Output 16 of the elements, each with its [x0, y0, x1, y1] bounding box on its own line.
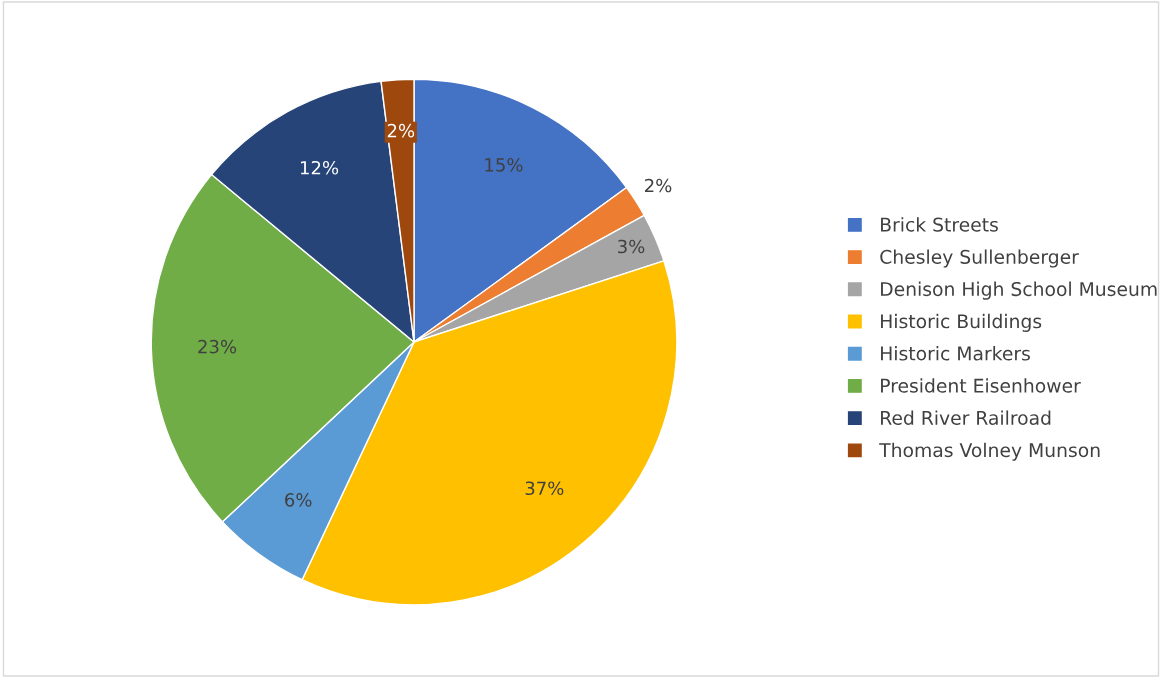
legend-label: Denison High School Museum: [881, 281, 1157, 300]
data-label: 15%: [485, 158, 523, 172]
legend-label: Red River Railroad: [881, 410, 1051, 425]
data-label: 3%: [618, 239, 645, 254]
data-label: 6%: [285, 493, 312, 507]
data-label: 2%: [645, 178, 672, 193]
data-label: 12%: [300, 160, 339, 175]
legend-label: Historic Buildings: [881, 313, 1042, 332]
legend-label: Chesley Sullenberger: [880, 249, 1079, 268]
legend-label: Thomas Volney Munson: [879, 442, 1100, 461]
data-label: 37%: [525, 481, 564, 496]
data-label: 2%: [387, 123, 415, 138]
legend-label: President Eisenhower: [881, 378, 1081, 393]
legend-label: Brick Streets: [881, 217, 998, 232]
data-label: 23%: [198, 339, 237, 354]
legend-label: Historic Markers: [881, 346, 1030, 361]
